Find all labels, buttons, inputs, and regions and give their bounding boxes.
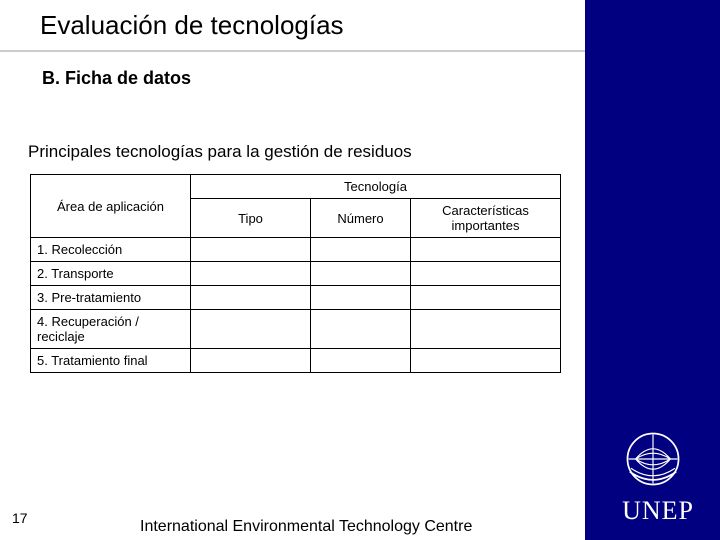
cell-tipo bbox=[191, 349, 311, 373]
cell-tipo bbox=[191, 262, 311, 286]
row-label: 5. Tratamiento final bbox=[31, 349, 191, 373]
table-row: 3. Pre-tratamiento bbox=[31, 286, 561, 310]
title-divider bbox=[0, 50, 585, 52]
slide-number: 17 bbox=[12, 510, 28, 526]
row-label: 4. Recuperación / reciclaje bbox=[31, 310, 191, 349]
table-row: 2. Transporte bbox=[31, 262, 561, 286]
col-subheader-tipo: Tipo bbox=[191, 199, 311, 238]
col-header-tech: Tecnología bbox=[191, 175, 561, 199]
cell-numero bbox=[311, 238, 411, 262]
row-label: 2. Transporte bbox=[31, 262, 191, 286]
table-row: 5. Tratamiento final bbox=[31, 349, 561, 373]
unep-logo-icon bbox=[624, 430, 682, 488]
cell-tipo bbox=[191, 310, 311, 349]
cell-caracteristicas bbox=[411, 238, 561, 262]
table-row: 1. Recolección bbox=[31, 238, 561, 262]
cell-caracteristicas bbox=[411, 349, 561, 373]
table-row: 4. Recuperación / reciclaje bbox=[31, 310, 561, 349]
cell-tipo bbox=[191, 238, 311, 262]
cell-numero bbox=[311, 286, 411, 310]
footer-text: International Environmental Technology C… bbox=[140, 518, 472, 536]
cell-numero bbox=[311, 349, 411, 373]
col-subheader-caracteristicas: Características importantes bbox=[411, 199, 561, 238]
cell-numero bbox=[311, 310, 411, 349]
cell-tipo bbox=[191, 286, 311, 310]
table-header-row-1: Área de aplicación Tecnología bbox=[31, 175, 561, 199]
cell-numero bbox=[311, 262, 411, 286]
col-subheader-numero: Número bbox=[311, 199, 411, 238]
section-heading: Principales tecnologías para la gestión … bbox=[28, 142, 412, 162]
col-header-area: Área de aplicación bbox=[31, 175, 191, 238]
technology-table-wrap: Área de aplicación Tecnología Tipo Númer… bbox=[30, 174, 560, 373]
row-label: 3. Pre-tratamiento bbox=[31, 286, 191, 310]
row-label: 1. Recolección bbox=[31, 238, 191, 262]
slide: Evaluación de tecnologías B. Ficha de da… bbox=[0, 0, 720, 540]
slide-title: Evaluación de tecnologías bbox=[40, 10, 344, 41]
cell-caracteristicas bbox=[411, 262, 561, 286]
cell-caracteristicas bbox=[411, 310, 561, 349]
technology-table: Área de aplicación Tecnología Tipo Númer… bbox=[30, 174, 561, 373]
slide-subtitle: B. Ficha de datos bbox=[42, 68, 191, 89]
cell-caracteristicas bbox=[411, 286, 561, 310]
unep-label: UNEP bbox=[622, 496, 694, 526]
